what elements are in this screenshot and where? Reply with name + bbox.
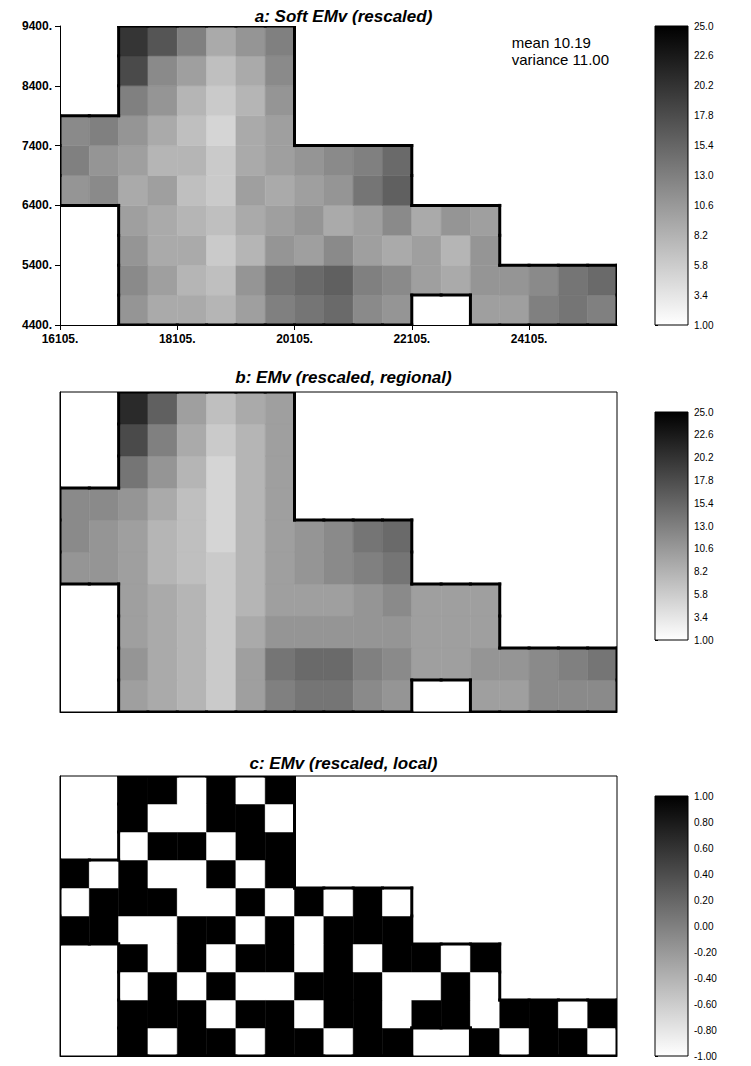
svg-text:c: EMv (rescaled, local): c: EMv (rescaled, local) (249, 754, 437, 773)
svg-text:variance 11.00: variance 11.00 (512, 51, 609, 68)
svg-text:-0.40: -0.40 (694, 973, 717, 984)
svg-text:18105.: 18105. (159, 332, 196, 346)
svg-text:5.8: 5.8 (694, 260, 708, 271)
svg-text:16105.: 16105. (42, 332, 79, 346)
svg-text:-0.60: -0.60 (694, 999, 717, 1010)
svg-text:15.4: 15.4 (694, 498, 714, 509)
svg-text:mean 10.19: mean 10.19 (512, 34, 591, 51)
svg-text:25.0: 25.0 (694, 407, 714, 418)
svg-text:8.2: 8.2 (694, 230, 708, 241)
svg-text:22105.: 22105. (393, 332, 430, 346)
svg-text:15.4: 15.4 (694, 140, 714, 151)
svg-text:17.8: 17.8 (694, 110, 714, 121)
svg-text:13.0: 13.0 (694, 170, 714, 181)
svg-text:3.4: 3.4 (694, 290, 708, 301)
svg-text:6400.: 6400. (22, 198, 52, 212)
svg-text:-0.20: -0.20 (694, 947, 717, 958)
svg-text:3.4: 3.4 (694, 612, 708, 623)
svg-text:13.0: 13.0 (694, 521, 714, 532)
svg-text:a: Soft EMv (rescaled): a: Soft EMv (rescaled) (255, 7, 433, 26)
svg-text:22.6: 22.6 (694, 429, 714, 440)
svg-text:4400.: 4400. (22, 318, 52, 332)
svg-text:20105.: 20105. (276, 332, 313, 346)
svg-text:5400.: 5400. (22, 258, 52, 272)
svg-text:20.2: 20.2 (694, 452, 714, 463)
svg-text:-1.00: -1.00 (694, 1051, 717, 1062)
svg-text:20.2: 20.2 (694, 80, 714, 91)
svg-text:25.0: 25.0 (694, 21, 714, 32)
svg-text:24105.: 24105. (511, 332, 548, 346)
svg-text:5.8: 5.8 (694, 589, 708, 600)
svg-text:10.6: 10.6 (694, 200, 714, 211)
svg-text:8.2: 8.2 (694, 566, 708, 577)
svg-text:1.00: 1.00 (694, 791, 714, 802)
svg-text:1.00: 1.00 (694, 320, 714, 331)
svg-text:1.00: 1.00 (694, 635, 714, 646)
svg-text:0.80: 0.80 (694, 817, 714, 828)
svg-text:8400.: 8400. (22, 79, 52, 93)
svg-text:b: EMv (rescaled, regional): b: EMv (rescaled, regional) (235, 368, 452, 387)
svg-text:0.40: 0.40 (694, 869, 714, 880)
svg-text:10.6: 10.6 (694, 543, 714, 554)
svg-text:0.20: 0.20 (694, 895, 714, 906)
svg-text:17.8: 17.8 (694, 475, 714, 486)
svg-text:7400.: 7400. (22, 139, 52, 153)
svg-text:9400.: 9400. (22, 19, 52, 33)
svg-text:0.00: 0.00 (694, 921, 714, 932)
svg-text:22.6: 22.6 (694, 50, 714, 61)
svg-text:-0.80: -0.80 (694, 1025, 717, 1036)
svg-text:0.60: 0.60 (694, 843, 714, 854)
